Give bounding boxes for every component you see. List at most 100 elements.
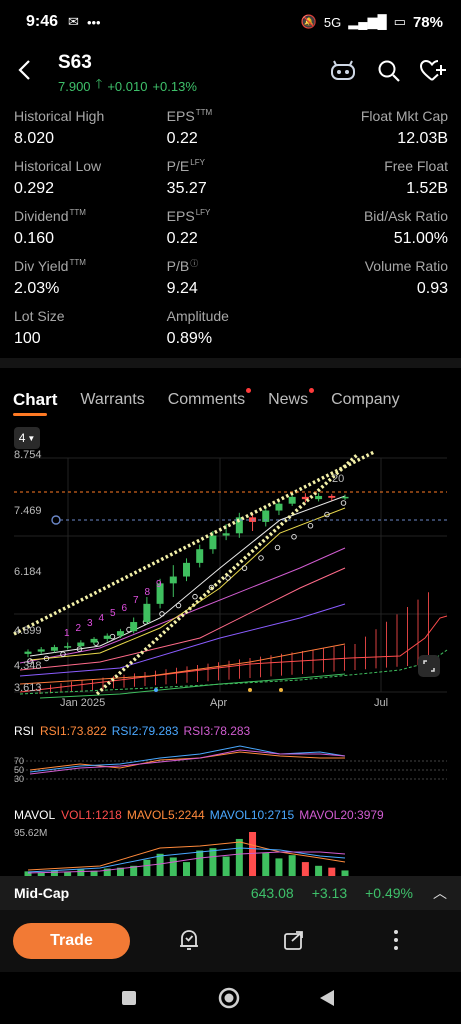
trend-line-lower[interactable] [95,452,360,696]
stat-label [307,308,448,330]
ticker-symbol: S63 [58,52,92,73]
stat-value: 0.89% [166,330,213,347]
stats-row: Historical High 8.020 EPS TTM 0.22 Float Mkt … [14,108,448,158]
stat-label: EPS TTM [167,108,308,130]
more-options-button[interactable] [383,927,409,953]
home-button[interactable] [217,986,241,1010]
candle-body [90,638,98,643]
back-button[interactable] [10,52,38,88]
caret-down-icon: ▼ [27,433,36,443]
square-icon [122,991,136,1005]
stat-label: Free Float [307,158,448,180]
action-bar: Trade [0,910,461,972]
mascot-button[interactable] [328,56,358,86]
index-ticker-bar[interactable]: Mid-Cap 643.08 +3.13 +0.49% ︿ [0,876,461,910]
candle-body [77,642,85,647]
rsi-legend[interactable]: RSI RSI1:73.822 RSI2:79.283 RSI3:78.283 [14,724,255,738]
sar-marker [258,555,264,561]
volume-bar [209,848,217,876]
stats-row: Historical Low 0.292 P/E LFY 35.27 Free Float… [14,158,448,208]
fullscreen-button[interactable] [418,655,440,677]
tab-chart[interactable]: Chart [13,390,57,416]
stats-row: Dividend TTM 0.160 EPS LFY 0.22 Bid/Ask Ratio 5… [14,208,448,258]
index-values: 643.08 +3.13 +0.49% [251,885,413,901]
series-value: 2715 [267,808,295,822]
stat-label-suffix: LFY [190,158,205,167]
volume-bar [262,852,270,876]
volume-bar [222,856,230,876]
volume-bar [235,838,243,876]
x-tick-label: Jan 2025 [60,697,105,709]
candle-body [209,535,217,550]
tab-label: Comments [167,391,246,408]
stat-value: 51.00% [393,230,449,247]
indicator-series: RSI3:78.283 [183,724,250,738]
price-chart[interactable]: 1 2 3 4 5 6 7 8 9 8.754 7.469 6.184 4.899 4.348 3.613 J… [0,448,461,713]
expand-icon [423,660,435,672]
stat-value: 0.22 [166,230,198,247]
tab-warrants[interactable]: Warrants [80,391,144,409]
back-nav-button[interactable] [315,986,339,1010]
stat-cell: Historical High 8.020 [14,108,155,158]
status-right-icons: 🔕 5G ▂▄▆█ ▭ 78% [301,14,443,31]
mavol-legend[interactable]: MAVOL VOL1:1218 MAVOL5:2244 MAVOL10:2715 MAV… [14,808,389,822]
series-name: RSI3 [183,724,211,738]
recents-button[interactable] [117,986,141,1010]
mute-icon: 🔕 [300,14,317,29]
more-dots-icon: ••• [86,14,101,30]
index-value: 643.08 [250,885,294,901]
watchlist-button[interactable] [418,56,448,86]
share-button[interactable] [281,927,307,953]
separator: : [66,724,71,738]
event-dot[interactable] [154,688,158,692]
moving-average-line [29,495,346,657]
last-candle-label: 20 [332,473,344,485]
stat-label-text: Float Mkt Cap [360,108,449,124]
series-name: MAVOL20 [299,808,354,822]
tab-comments[interactable]: Comments [167,388,252,409]
moving-average-line [19,547,346,664]
series-name: VOL1 [61,808,92,822]
rsi-level-label: 50 [14,765,24,775]
stat-label-text: Lot Size [14,308,65,324]
mavol-line [27,851,346,874]
sar-marker [324,511,330,518]
index-change: +3.13 [311,885,348,901]
volume-bar [169,857,177,876]
alert-button[interactable] [176,927,202,953]
period-selector[interactable]: 4 ▼ [14,427,40,449]
trend-line-upper[interactable] [13,450,375,636]
indicator-series: VOL1:1218 [61,808,122,822]
event-dot[interactable] [248,688,252,692]
separator: : [210,724,214,738]
unread-dot [246,388,252,393]
candle-body [116,631,124,636]
count-label: 2 [76,623,82,634]
trade-button[interactable]: Trade [13,923,130,959]
fullscreen-bg [418,655,440,677]
candle-body [328,495,336,498]
y-tick-label: 4.899 [14,625,42,637]
chevron-up-icon[interactable]: ︿ [433,885,447,901]
network-label: 5G [323,14,342,30]
stat-label-text: Historical High [14,108,105,124]
bell-check-icon [180,930,198,950]
series-value: 79.283 [141,724,179,738]
volume-bar [116,867,124,876]
more-vertical-icon [394,930,398,950]
candle-body [37,649,45,652]
tab-company[interactable]: Company [331,391,399,409]
candle-body [169,576,177,584]
event-dot[interactable] [279,688,283,692]
stat-value: 100 [14,330,41,347]
stat-label-suffix: ⓘ [190,259,199,268]
stat-cell: P/B ⓘ 9.24 [155,258,308,308]
search-button[interactable] [374,56,404,86]
alert-marker[interactable] [51,515,61,525]
stat-label-text: Amplitude [166,308,229,324]
stat-label-text: EPS [166,208,195,224]
index-name: Mid-Cap [14,885,70,901]
tab-news[interactable]: News [268,388,315,409]
count-label: 5 [110,608,116,619]
battery-icon: ▭ [393,14,406,29]
